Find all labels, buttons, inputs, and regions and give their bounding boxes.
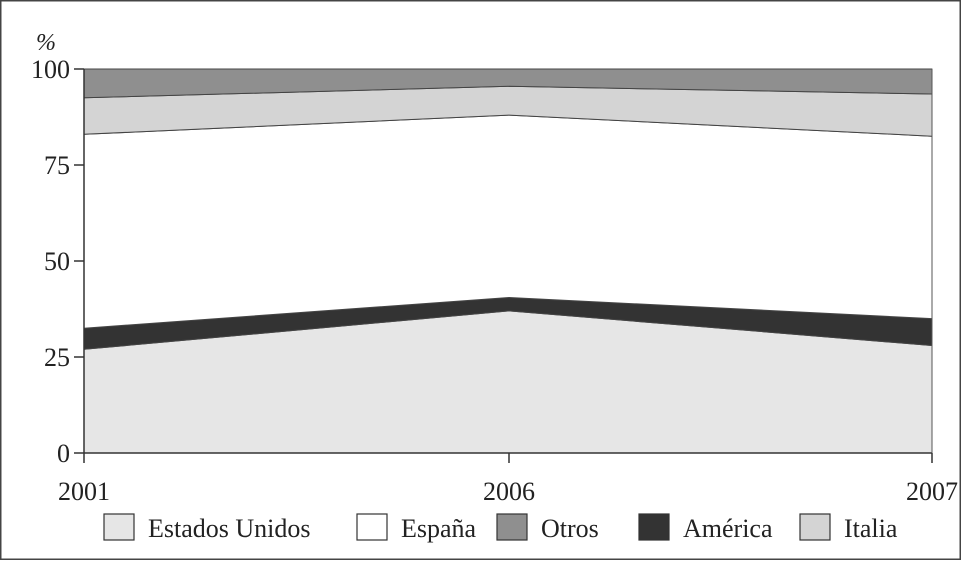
legend-label-america: América [683,514,773,543]
legend-label-otros: Otros [541,514,599,543]
legend-swatch-italia [799,513,831,541]
x-tick-label: 2006 [483,477,535,506]
legend-label-italia: Italia [844,514,898,543]
legend-label-estados-unidos: Estados Unidos [148,514,311,543]
y-unit-label: % [36,30,56,56]
x-tick-label: 2001 [58,477,110,506]
y-tick-label: 100 [31,55,70,84]
y-tick-label: 50 [44,247,70,276]
legend-swatch-estados-unidos [103,513,135,541]
x-tick-label: 2007 [906,477,958,506]
y-tick-label: 25 [44,343,70,372]
legend-swatch-espana [356,513,388,541]
axes: 0 25 50 75 100 2001 2006 2007 [31,55,958,506]
legend-label-espana: España [401,514,477,543]
y-tick-label: 75 [44,151,70,180]
y-tick-label: 0 [57,439,70,468]
legend: Estados Unidos España Otros América Italia [103,513,898,543]
area-espana [83,114,933,329]
area-layers [83,68,933,454]
legend-swatch-otros [496,513,528,541]
legend-swatch-america [638,513,670,541]
